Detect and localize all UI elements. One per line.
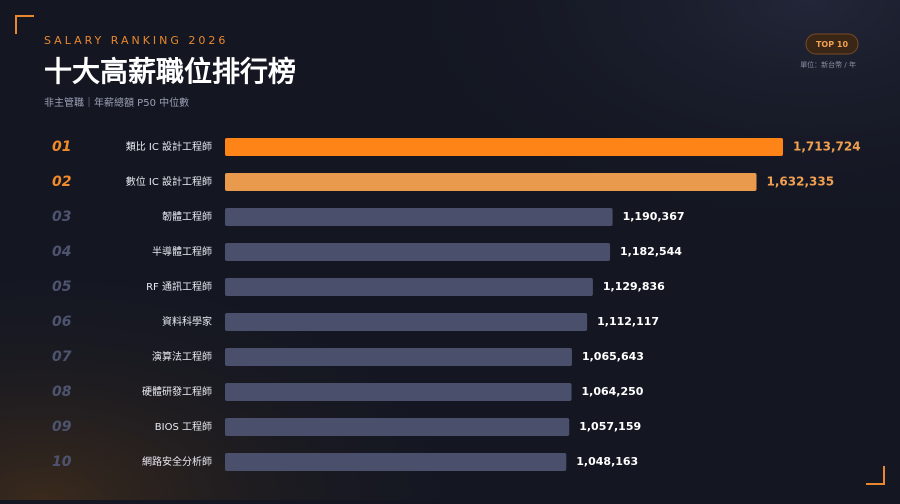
value-label: 1,632,335 bbox=[766, 175, 834, 189]
subtitle: 非主管職｜年薪總額 P50 中位數 bbox=[44, 96, 189, 109]
value-label: 1,048,163 bbox=[576, 455, 638, 468]
rank: 05 bbox=[52, 279, 72, 295]
rank: 02 bbox=[52, 174, 71, 190]
category-label: 資料科學家 bbox=[162, 315, 212, 328]
bar bbox=[225, 313, 588, 331]
value-label: 1,129,836 bbox=[603, 280, 665, 293]
value-label: 1,182,544 bbox=[620, 245, 682, 258]
unit: 單位：新台幣 / 年 bbox=[800, 60, 856, 69]
badge bbox=[805, 33, 859, 55]
value-label: 1,713,724 bbox=[793, 140, 861, 154]
rank: 04 bbox=[52, 244, 71, 260]
chart-title: 十大高薪職位排行榜 bbox=[44, 55, 296, 88]
value-label: 1,057,159 bbox=[579, 420, 641, 433]
rank: 06 bbox=[52, 314, 72, 330]
bar bbox=[225, 173, 757, 191]
category-label: 硬體研發工程師 bbox=[142, 385, 212, 398]
category-label: 半導體工程師 bbox=[152, 245, 212, 258]
kicker: SALARY RANKING 2026 bbox=[44, 34, 228, 47]
bar bbox=[225, 418, 570, 436]
rank: 08 bbox=[52, 384, 72, 400]
bar bbox=[225, 278, 593, 296]
rank: 09 bbox=[52, 419, 72, 435]
category-label: 網路安全分析師 bbox=[142, 455, 212, 468]
category-label: 韌體工程師 bbox=[162, 210, 212, 223]
category-label: 類比 IC 設計工程師 bbox=[126, 140, 212, 153]
corner bbox=[15, 15, 34, 34]
bar bbox=[225, 453, 567, 471]
category-label: 演算法工程師 bbox=[152, 350, 212, 363]
bar bbox=[225, 383, 572, 401]
value-label: 1,112,117 bbox=[597, 315, 659, 328]
bar bbox=[225, 138, 783, 156]
category-label: RF 通訊工程師 bbox=[146, 280, 212, 293]
value-label: 1,190,367 bbox=[623, 210, 685, 223]
rank: 07 bbox=[52, 349, 72, 365]
rank: 10 bbox=[52, 454, 72, 470]
bar bbox=[225, 208, 613, 226]
value-label: 1,064,250 bbox=[582, 385, 644, 398]
rank: 03 bbox=[52, 209, 71, 225]
bar bbox=[225, 243, 611, 261]
badge-text: TOP 10 bbox=[816, 40, 848, 49]
corner bbox=[866, 466, 885, 485]
category-label: 數位 IC 設計工程師 bbox=[126, 175, 212, 188]
bar bbox=[225, 348, 572, 366]
value-label: 1,065,643 bbox=[582, 350, 644, 363]
rank: 01 bbox=[52, 139, 71, 155]
category-label: BIOS 工程師 bbox=[155, 420, 212, 433]
